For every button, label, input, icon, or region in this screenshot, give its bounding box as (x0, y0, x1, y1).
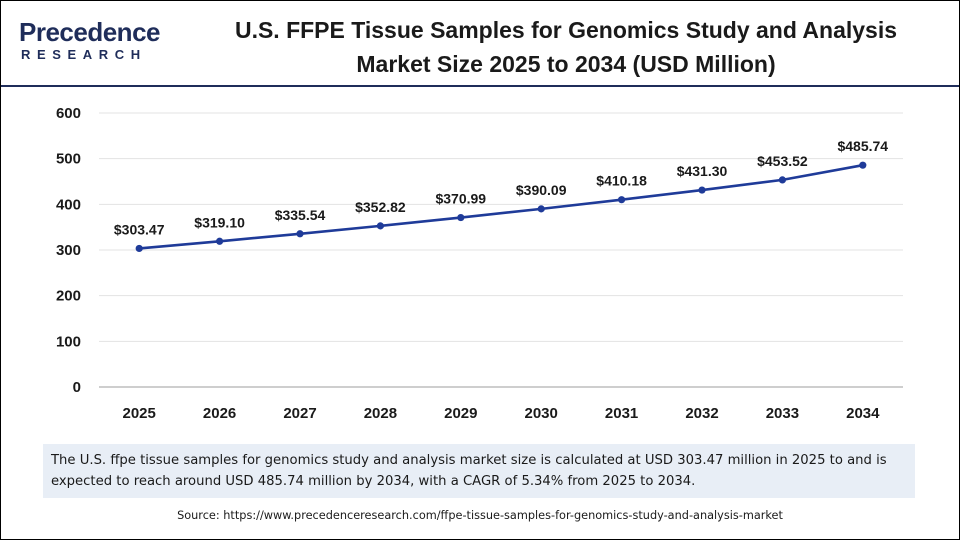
x-tick-label: 2029 (444, 405, 477, 422)
y-tick-label: 600 (56, 105, 81, 122)
data-point (216, 237, 224, 245)
data-point (457, 213, 465, 222)
x-tick-label: 2027 (283, 405, 316, 422)
y-tick-label: 200 (56, 288, 81, 305)
y-tick-label: 300 (56, 242, 81, 259)
logo-subtitle: RESEARCH (21, 47, 147, 62)
data-label: $370.99 (435, 191, 486, 207)
data-point (537, 205, 545, 213)
data-point (618, 196, 626, 204)
brand-logo: Precedence RESEARCH (19, 17, 169, 65)
x-tick-label: 2025 (123, 405, 156, 422)
y-tick-label: 500 (56, 151, 81, 168)
x-tick-label: 2028 (364, 405, 397, 422)
series-line (139, 163, 864, 250)
x-tick-label: 2032 (685, 405, 718, 422)
data-label: $431.30 (677, 163, 728, 179)
x-tick-label: 2031 (605, 405, 638, 422)
summary-note: The U.S. ffpe tissue samples for genomic… (43, 444, 915, 498)
data-point (296, 230, 304, 238)
x-tick-label: 2030 (525, 405, 558, 422)
data-point (698, 186, 706, 194)
data-label: $485.74 (837, 138, 888, 154)
x-tick-label: 2034 (846, 405, 880, 422)
logo-wordmark: Precedence (19, 17, 160, 47)
x-tick-label: 2033 (766, 405, 799, 422)
y-tick-label: 400 (56, 196, 81, 213)
data-label: $335.54 (275, 207, 326, 223)
data-point (376, 222, 384, 230)
y-tick-label: 0 (73, 379, 81, 396)
data-label: $303.47 (114, 221, 165, 237)
data-point (135, 244, 143, 253)
data-point (859, 161, 867, 169)
line-chart: 0 100 200 300 400 500 600 2025 2026 2027 2028 2029 2… (56, 105, 903, 422)
data-label: $390.09 (516, 182, 567, 198)
title-line-1: U.S. FFPE Tissue Samples for Genomics St… (234, 17, 898, 43)
data-label: $453.52 (757, 153, 808, 169)
data-point (778, 176, 787, 184)
title-line-2: Market Size 2025 to 2034 (USD Million) (356, 51, 776, 77)
chart-title: U.S. FFPE Tissue Samples for Genomics St… (181, 13, 951, 81)
source-citation: Source: https://www.precedenceresearch.c… (177, 509, 783, 522)
header: Precedence RESEARCH U.S. FFPE Tissue Sam… (1, 1, 959, 87)
y-tick-label: 100 (56, 333, 81, 350)
data-label: $410.18 (596, 173, 647, 189)
data-label: $319.10 (194, 214, 245, 230)
data-label: $352.82 (355, 199, 406, 215)
x-tick-label: 2026 (203, 405, 236, 422)
